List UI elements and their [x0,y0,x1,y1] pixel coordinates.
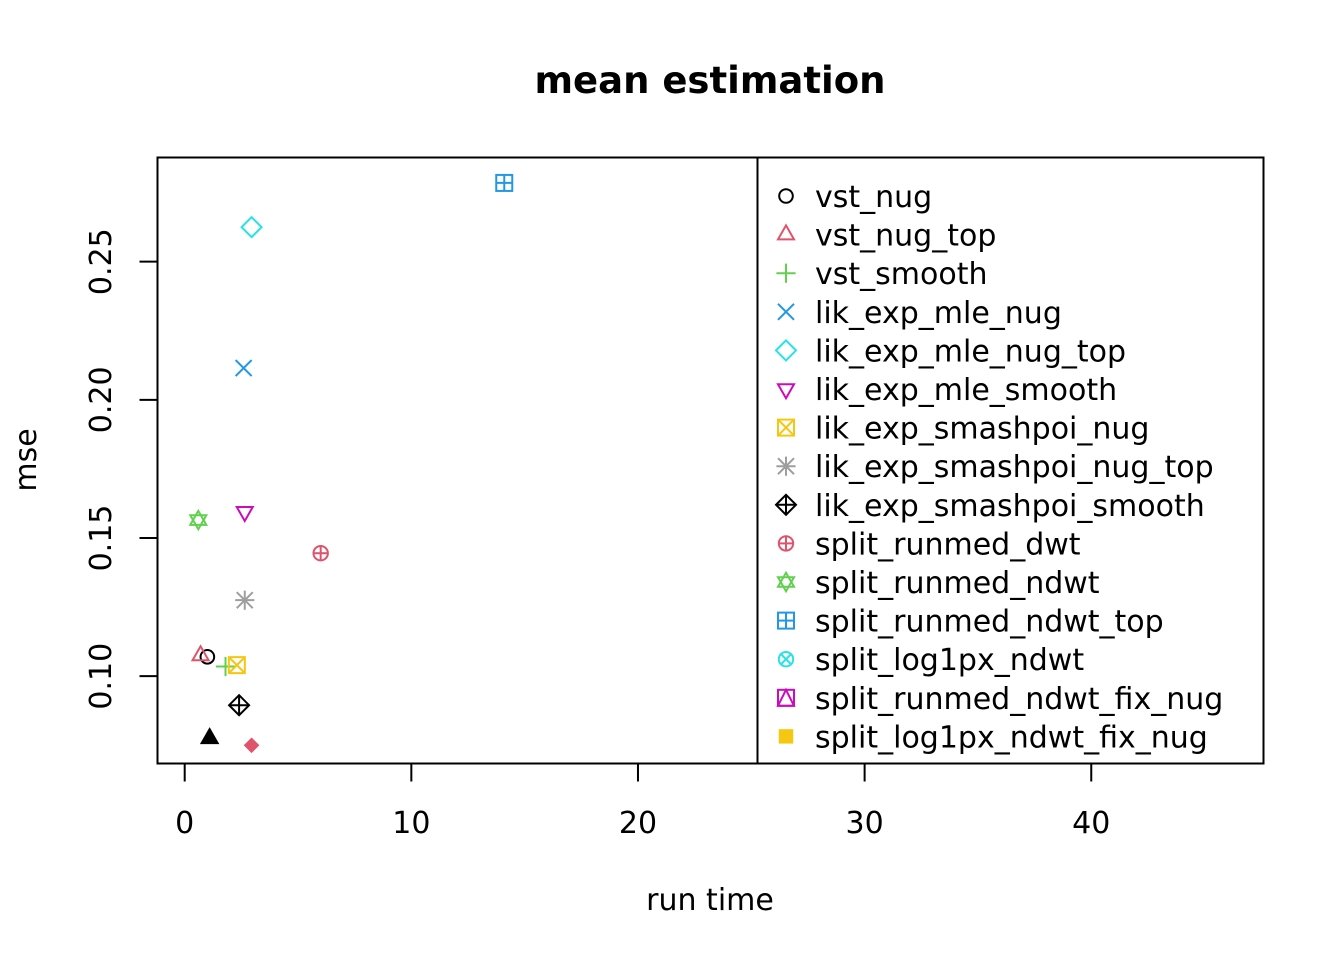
y-axis: 0.10 0.15 0.20 0.25 [84,228,159,710]
legend-symbol [774,338,798,362]
data-point [495,173,514,192]
chart-title: mean estimation [535,59,886,102]
legend-symbol [776,223,796,241]
legend-item: split_runmed_dwt [777,527,1081,562]
legend-symbol [776,456,796,476]
legend-item: lik_exp_mle_nug [777,296,1062,331]
legend-symbol [777,651,795,668]
x-tick-label: 20 [619,806,657,841]
legend-label: lik_exp_smashpoi_nug [815,412,1149,447]
legend-label: split_runmed_ndwt [815,566,1100,601]
data-point [240,215,263,239]
data-point [215,656,236,677]
legend-label: lik_exp_mle_smooth [815,373,1117,408]
legend-symbol [780,846,793,859]
y-tick-label: 0.10 [84,643,119,710]
legend-item [778,767,793,782]
legend-item: lik_exp_mle_smooth [776,373,1117,408]
legend-symbol [776,263,796,283]
x-tick-label: 40 [1072,806,1110,841]
legend-label: split_log1px_ndwt_fix_nug [815,720,1208,755]
legend-symbol [778,767,793,782]
data-point [190,644,211,662]
legend-label: lik_exp_smashpoi_smooth [815,489,1205,524]
legend-symbol [777,611,795,630]
legend-item: split_runmed_ndwt_top [777,605,1164,640]
legend-label: split_runmed_dwt [815,527,1081,562]
y-axis-label: mse [9,428,44,491]
data-point [227,656,246,675]
legend-item [780,846,793,859]
data-point [199,727,220,745]
legend-label: split_runmed_ndwt_fix_nug [815,682,1223,717]
data-point [234,359,253,377]
legend-item: vst_smooth [776,257,988,292]
legend-item: vst_nug [778,180,932,215]
legend-label: split_log1px_ndwt [815,643,1084,678]
legend-item: split_log1px_ndwt [777,643,1084,678]
x-axis-label: run time [646,883,774,918]
legend-item: lik_exp_smashpoi_nug [777,412,1149,447]
legend-symbol [776,570,796,594]
legend-box [756,156,1265,765]
data-point [188,508,209,532]
legend-label: vst_nug [815,180,932,215]
legend-item: vst_nug_top [776,219,996,254]
legend-symbol [777,535,795,552]
legend-symbol [777,418,795,437]
legend-item [778,804,794,818]
legend-item: split_runmed_ndwt_fix_nug [776,682,1223,717]
legend-label: vst_nug_top [815,219,996,254]
legend-item: lik_exp_mle_nug_top [774,334,1126,369]
x-tick-label: 0 [175,806,194,841]
legend-symbol [774,493,798,517]
legend-item: lik_exp_smashpoi_nug_top [776,450,1214,485]
legend-label: lik_exp_mle_nug [815,296,1062,331]
data-point [243,737,260,754]
legend-label: lik_exp_mle_nug_top [815,334,1126,369]
legend-symbol [776,687,796,707]
legend-symbol [776,383,796,401]
legend-label: lik_exp_smashpoi_nug_top [815,450,1214,485]
data-point [235,590,255,610]
legend-label: split_runmed_ndwt_top [815,605,1164,640]
legend-item: split_log1px_ndwt_fix_nug [778,720,1208,755]
y-tick-label: 0.20 [84,366,119,433]
legend-symbol [777,303,795,321]
data-point [199,649,216,665]
y-tick-label: 0.15 [84,505,119,572]
legend-symbol [778,729,794,744]
legend-item: lik_exp_smashpoi_smooth [774,489,1205,524]
x-axis: 0 10 20 30 40 [175,762,1110,841]
x-tick-label: 10 [392,806,430,841]
legend-symbol [778,804,794,818]
data-points [188,173,514,754]
data-point [227,693,251,717]
data-point [235,505,255,523]
legend-symbol [778,188,794,204]
legend-label: vst_smooth [815,257,988,292]
legend-item: split_runmed_ndwt [776,566,1100,601]
x-tick-label: 30 [846,806,884,841]
y-tick-label: 0.25 [84,228,119,295]
data-point [312,545,329,562]
